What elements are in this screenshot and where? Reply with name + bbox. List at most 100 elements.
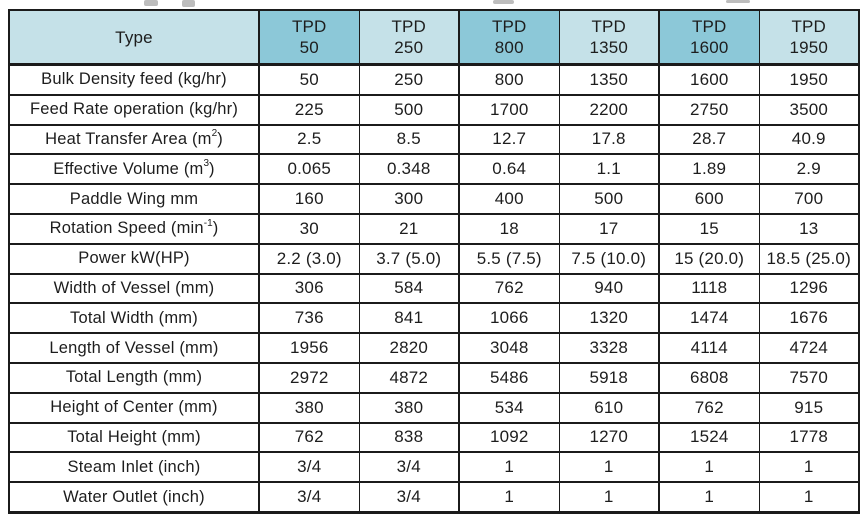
- value-cell: 4724: [758, 332, 860, 364]
- row-label-cell: Bulk Density feed (kg/hr): [8, 63, 260, 96]
- value-cell: 1: [758, 451, 860, 484]
- value-cell: 1: [658, 481, 760, 514]
- value-cell: 1.1: [558, 153, 660, 186]
- header-line2: 1600: [689, 38, 729, 57]
- value-cell: 534: [458, 391, 560, 424]
- unit-superscript: -1: [203, 217, 213, 229]
- value-cell: 1700: [458, 93, 560, 126]
- header-line2: 1350: [589, 38, 629, 57]
- value-cell: 2820: [358, 332, 460, 364]
- header-line1: TPD: [791, 17, 827, 36]
- value-cell: 762: [458, 272, 560, 305]
- value-cell: 500: [558, 183, 660, 215]
- value-cell: 2750: [658, 93, 760, 126]
- value-cell: 3/4: [358, 481, 460, 514]
- table-row: Width of Vessel (mm) 306 584 762 940 1118 1296: [8, 272, 860, 305]
- table-row: Feed Rate operation (kg/hr) 225 500 1700 220…: [8, 93, 860, 126]
- table-row: Length of Vessel (mm) 1956 2820 3048 3328 411…: [8, 332, 860, 364]
- value-cell: 3328: [558, 332, 660, 364]
- table-row: Total Length (mm) 2972 4872 5486 5918 6808 757…: [8, 361, 860, 394]
- value-cell: 3/4: [358, 451, 460, 484]
- row-label-text: Height of Center (mm): [50, 398, 218, 417]
- row-label-text: ): [209, 159, 215, 178]
- row-label-cell: Length of Vessel (mm): [8, 332, 260, 364]
- row-label-cell: Effective Volume (m3): [8, 153, 260, 186]
- value-cell: 1600: [658, 63, 760, 96]
- row-label-cell: Total Length (mm): [8, 361, 260, 394]
- value-cell: 1: [658, 451, 760, 484]
- header-cell-tpd-800: TPD 800: [458, 9, 560, 66]
- value-cell: 2972: [258, 361, 360, 394]
- table-row: Heat Transfer Area (m2) 2.5 8.5 12.7 17.8 28.…: [8, 123, 860, 156]
- value-cell: 7570: [758, 361, 860, 394]
- row-label-text: Width of Vessel (mm): [53, 278, 215, 297]
- value-cell: 225: [258, 93, 360, 126]
- value-cell: 5486: [458, 361, 560, 394]
- table-row: Bulk Density feed (kg/hr) 50 250 800 1350 160…: [8, 63, 860, 96]
- value-cell: 6808: [658, 361, 760, 394]
- row-label-text: ): [217, 129, 223, 148]
- value-cell: 1474: [658, 302, 760, 335]
- value-cell: 584: [358, 272, 460, 305]
- value-cell: 3/4: [258, 451, 360, 484]
- header-cell-type: Type: [8, 9, 260, 66]
- value-cell: 5918: [558, 361, 660, 394]
- scan-artifact: [144, 0, 158, 6]
- value-cell: 2.5: [258, 123, 360, 156]
- unit-superscript: 3: [203, 158, 210, 170]
- value-cell: 160: [258, 183, 360, 215]
- header-line1: TPD: [391, 17, 427, 36]
- value-cell: 1: [458, 451, 560, 484]
- scan-artifact: [182, 0, 195, 7]
- value-cell: 17.8: [558, 123, 660, 156]
- row-label-text: Rotation Speed (min: [49, 219, 204, 238]
- value-cell: 12.7: [458, 123, 560, 156]
- value-cell: 1: [558, 481, 660, 514]
- header-cell-tpd-50: TPD 50: [258, 9, 360, 66]
- row-label-cell: Paddle Wing mm: [8, 183, 260, 215]
- value-cell: 1092: [458, 421, 560, 454]
- header-line1: TPD: [491, 17, 527, 36]
- value-cell: 17: [558, 212, 660, 245]
- value-cell: 3500: [758, 93, 860, 126]
- row-label-text: Paddle Wing mm: [69, 189, 199, 208]
- header-row: Type TPD 50 TPD 250 TPD 800 TPD 1350 TPD 1600 TPD 1…: [8, 9, 860, 66]
- row-label-cell: Heat Transfer Area (m2): [8, 123, 260, 156]
- row-label-text: Total Height (mm): [67, 427, 201, 446]
- row-label-cell: Power kW(HP): [8, 242, 260, 275]
- header-cell-tpd-250: TPD 250: [358, 9, 460, 66]
- header-line2: 50: [299, 38, 319, 57]
- value-cell: 50: [258, 63, 360, 96]
- table-body: Bulk Density feed (kg/hr) 50 250 800 1350 160…: [8, 63, 860, 514]
- value-cell: 940: [558, 272, 660, 305]
- table-row: Total Height (mm) 762 838 1092 1270 1524 1778: [8, 421, 860, 454]
- value-cell: 3048: [458, 332, 560, 364]
- value-cell: 28.7: [658, 123, 760, 156]
- value-cell: 5.5 (7.5): [458, 242, 560, 275]
- value-cell: 380: [258, 391, 360, 424]
- header-line2: 800: [494, 38, 524, 57]
- row-label-text: Effective Volume (m: [53, 159, 204, 178]
- table-row: Steam Inlet (inch) 3/4 3/4 1 1 1 1: [8, 451, 860, 484]
- value-cell: 2.2 (3.0): [258, 242, 360, 275]
- value-cell: 736: [258, 302, 360, 335]
- table-row: Power kW(HP) 2.2 (3.0) 3.7 (5.0) 5.5 (7.5) 7…: [8, 242, 860, 275]
- table-row: Total Width (mm) 736 841 1066 1320 1474 1676: [8, 302, 860, 335]
- value-cell: 1350: [558, 63, 660, 96]
- value-cell: 610: [558, 391, 660, 424]
- value-cell: 13: [758, 212, 860, 245]
- row-label-text: Total Width (mm): [70, 308, 198, 327]
- header-line1: TPD: [591, 17, 627, 36]
- row-label-cell: Width of Vessel (mm): [8, 272, 260, 305]
- value-cell: 762: [658, 391, 760, 424]
- row-label-text: ): [212, 219, 219, 238]
- row-label-cell: Steam Inlet (inch): [8, 451, 260, 484]
- row-label-text: Water Outlet (inch): [63, 487, 205, 506]
- value-cell: 2200: [558, 93, 660, 126]
- row-label-cell: Rotation Speed (min-1): [8, 212, 260, 245]
- value-cell: 1956: [258, 332, 360, 364]
- value-cell: 18.5 (25.0): [758, 242, 860, 275]
- table-row: Height of Center (mm) 380 380 534 610 762 915: [8, 391, 860, 424]
- header-cell-tpd-1600: TPD 1600: [658, 9, 760, 66]
- value-cell: 1950: [758, 63, 860, 96]
